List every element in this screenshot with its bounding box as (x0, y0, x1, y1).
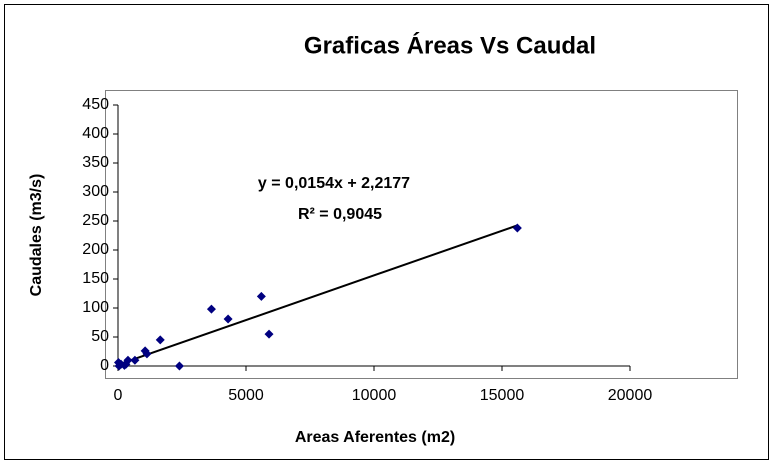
point (142, 349, 152, 359)
y-tick-label: 250 (82, 212, 109, 229)
point (174, 361, 184, 371)
y-tick-label: 450 (82, 96, 109, 113)
point (130, 355, 140, 365)
x-axis-label: Areas Aferentes (m2) (295, 429, 455, 446)
x-tick-label: 15000 (480, 387, 525, 404)
point (256, 291, 266, 301)
trendline (118, 224, 518, 366)
y-tick-label: 0 (100, 357, 109, 374)
y-axis-label: Caudales (m3/s) (28, 174, 45, 297)
trendline-r2: R² = 0,9045 (298, 206, 382, 223)
trendline-equation: y = 0,0154x + 2,2177 (258, 175, 410, 192)
x-tick-label: 10000 (352, 387, 397, 404)
point (223, 314, 233, 324)
y-tick-label: 350 (82, 154, 109, 171)
plot-area (105, 90, 738, 379)
y-tick-label: 200 (82, 241, 109, 258)
x-tick-label: 20000 (608, 387, 653, 404)
chart-title: Graficas Áreas Vs Caudal (304, 31, 596, 59)
y-tick-label: 100 (82, 299, 109, 316)
y-tick-label: 400 (82, 125, 109, 142)
y-tick-label: 150 (82, 270, 109, 287)
y-tick-label: 50 (91, 328, 109, 345)
point (512, 223, 522, 233)
x-tick-label: 0 (114, 387, 123, 404)
point (119, 360, 129, 370)
x-tick-label: 5000 (228, 387, 264, 404)
y-tick-label: 300 (82, 183, 109, 200)
point (155, 335, 165, 345)
point (264, 329, 274, 339)
point (206, 304, 216, 314)
